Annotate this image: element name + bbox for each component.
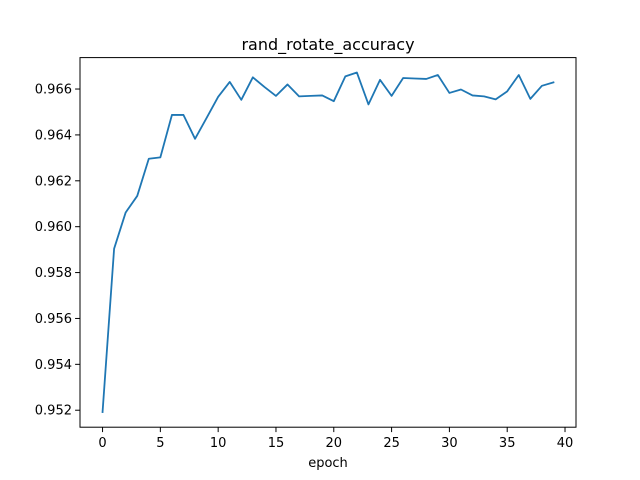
x-tick-label: 25 [383,436,400,451]
plot-frame [79,57,577,428]
y-tick-label: 0.962 [35,174,72,189]
y-tick-label: 0.956 [35,312,72,327]
chart-title: rand_rotate_accuracy [241,35,414,55]
y-tick-label: 0.954 [35,358,72,373]
x-axis-label: epoch [308,456,348,471]
x-tick-label: 20 [326,436,343,451]
y-tick-label: 0.960 [35,220,72,235]
x-tick-label: 0 [98,436,106,451]
y-tick-label: 0.964 [35,128,72,143]
x-tick-label: 40 [557,436,574,451]
y-tick-label: 0.958 [35,266,72,281]
x-tick-label: 5 [156,436,164,451]
series-line [101,71,555,414]
y-axis-ticks: 0.952 0.954 0.956 0.958 0.960 0.962 0.964 0.966 [35,83,80,419]
y-tick-label: 0.952 [35,404,72,419]
x-tick-label: 15 [268,436,285,451]
x-axis-ticks: 0 5 10 15 20 25 30 35 40 [98,427,573,451]
x-tick-label: 10 [210,436,227,451]
y-tick-label: 0.966 [35,83,72,98]
x-tick-label: 35 [499,436,516,451]
x-tick-label: 30 [441,436,458,451]
